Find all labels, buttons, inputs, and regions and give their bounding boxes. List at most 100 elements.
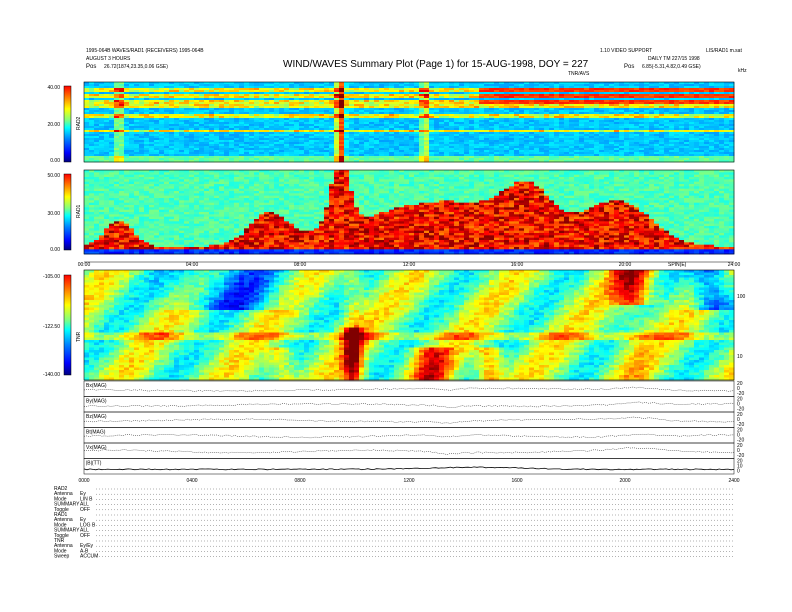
- rad2-pixel: [84, 98, 90, 101]
- rad2-pixel: [484, 90, 490, 93]
- rad2-pixel: [689, 84, 695, 87]
- rad2-pixel: [269, 90, 275, 93]
- rad2-pixel: [564, 92, 570, 95]
- rad2-pixel: [609, 84, 615, 87]
- rad2-pixel: [199, 86, 205, 89]
- rad2-pixel: [684, 86, 690, 89]
- rad2-pixel: [724, 84, 730, 87]
- rad2-pixel: [249, 84, 255, 87]
- rad2-pixel: [684, 90, 690, 93]
- rad2-pixel: [359, 98, 365, 101]
- rad2-pixel: [489, 92, 495, 95]
- rad2-pixel: [604, 88, 610, 91]
- rad2-pixel: [509, 92, 515, 95]
- rad2-pixel: [559, 94, 565, 97]
- rad2-pixel: [344, 98, 350, 101]
- rad2-pixel: [109, 94, 115, 97]
- rad2-pixel: [109, 88, 115, 91]
- rad2-pixel: [339, 88, 345, 91]
- rad2-pixel: [419, 96, 425, 99]
- rad2-pixel: [384, 96, 390, 99]
- rad2-pixel: [449, 92, 455, 95]
- rad2-pixel: [464, 94, 470, 97]
- rad2-pixel: [114, 94, 120, 97]
- rad2-pixel: [719, 84, 725, 87]
- rad2-pixel: [724, 82, 730, 85]
- rad2-pixel: [234, 98, 240, 101]
- rad2-pixel: [554, 98, 560, 101]
- rad2-pixel: [604, 92, 610, 95]
- rad2-pixel: [234, 90, 240, 93]
- rad2-pixel: [639, 86, 645, 89]
- rad2-pixel: [554, 88, 560, 91]
- rad2-pixel: [509, 82, 515, 85]
- rad2-pixel: [644, 90, 650, 93]
- tnr-tick-top: -105.00: [43, 274, 60, 280]
- rad2-pixel: [609, 88, 615, 91]
- rad2-pixel: [579, 88, 585, 91]
- rad2-pixel: [309, 92, 315, 95]
- rad2-pixel: [529, 98, 535, 101]
- rad2-pixel: [554, 84, 560, 87]
- rad2-pixel: [619, 98, 625, 101]
- rad2-pixel: [144, 92, 150, 95]
- rad2-pixel: [699, 84, 705, 87]
- rad2-pixel: [139, 94, 145, 97]
- rad2-pixel: [209, 98, 215, 101]
- rad2-pixel: [644, 94, 650, 97]
- rad2-pixel: [129, 86, 135, 89]
- rad2-pixel: [584, 84, 590, 87]
- rad2-pixel: [454, 82, 460, 85]
- rad2-pixel: [579, 92, 585, 95]
- rad2-pixel: [199, 90, 205, 93]
- rad2-pixel: [479, 98, 485, 101]
- rad2-pixel: [494, 92, 500, 95]
- rad2-pixel: [464, 82, 470, 85]
- rad2-pixel: [509, 86, 515, 89]
- rad2-pixel: [619, 88, 625, 91]
- rad2-pixel: [504, 96, 510, 99]
- rad2-pixel: [204, 94, 210, 97]
- rad2-pixel: [479, 90, 485, 93]
- rad2-pixel: [349, 92, 355, 95]
- rad2-pixel: [359, 96, 365, 99]
- rad2-pixel: [599, 82, 605, 85]
- rad2-pixel: [199, 96, 205, 99]
- rad2-pixel: [174, 86, 180, 89]
- rad2-pixel: [429, 88, 435, 91]
- rad2-pixel: [654, 96, 660, 99]
- rad2-pixel: [709, 84, 715, 87]
- rad2-pixel: [334, 96, 340, 99]
- rad2-pixel: [679, 96, 685, 99]
- rad2-pixel: [544, 82, 550, 85]
- rad2-pixel: [589, 86, 595, 89]
- rad2-pixel: [439, 88, 445, 91]
- rad2-pixel: [574, 92, 580, 95]
- rad2-pixel: [379, 92, 385, 95]
- rad2-pixel: [149, 98, 155, 101]
- rad2-pixel: [329, 96, 335, 99]
- rad2-pixel: [654, 92, 660, 95]
- rad2-pixel: [424, 94, 430, 97]
- rad2-pixel: [89, 96, 95, 99]
- rad2-pixel: [489, 96, 495, 99]
- rad2-pixel: [169, 90, 175, 93]
- rad2-pixel: [214, 96, 220, 99]
- rad2-pixel: [544, 92, 550, 95]
- rad2-pixel: [299, 84, 305, 87]
- rad2-pixel: [559, 96, 565, 99]
- rad2-pixel: [544, 86, 550, 89]
- rad2-pixel: [264, 88, 270, 91]
- rad2-pixel: [404, 90, 410, 93]
- rad2-pixel: [664, 90, 670, 93]
- rad2-pixel: [594, 92, 600, 95]
- rad2-pixel: [169, 98, 175, 101]
- rad2-pixel: [239, 82, 245, 85]
- rad2-pixel: [374, 86, 380, 89]
- rad2-pixel: [339, 86, 345, 89]
- rad2-pixel: [434, 92, 440, 95]
- rad2-pixel: [264, 84, 270, 87]
- rad2-pixel: [454, 96, 460, 99]
- rad2-pixel: [529, 86, 535, 89]
